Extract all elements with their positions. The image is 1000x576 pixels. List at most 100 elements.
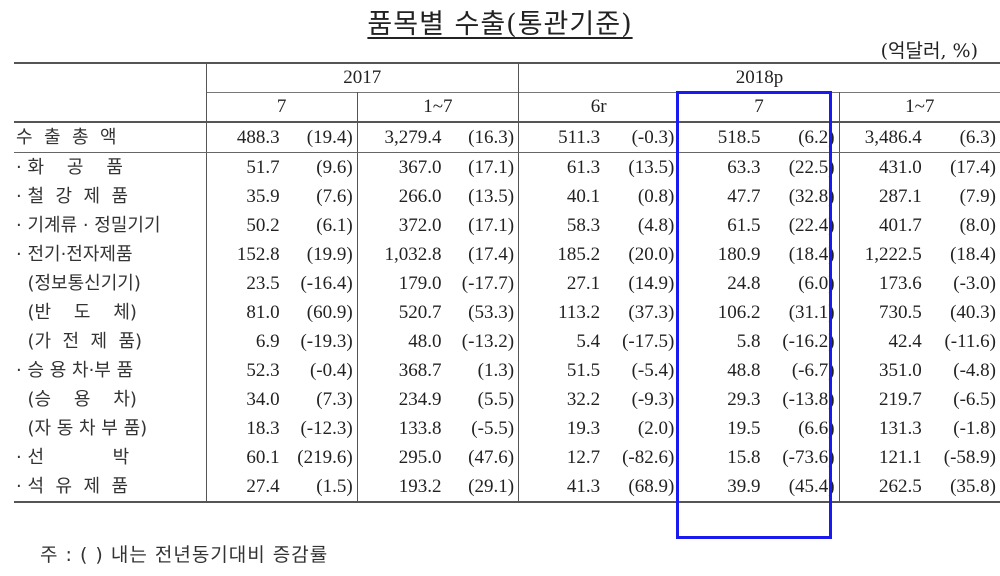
change-rate-cell: (-4.8) <box>953 360 996 381</box>
value-cell: 1,032.8 <box>384 244 442 265</box>
value-cell: 152.8 <box>236 244 280 265</box>
change-rate-cell: (19.4) <box>293 122 358 153</box>
change-rate-cell: (-73.6) <box>774 443 840 472</box>
value-cell: 50.2 <box>246 215 280 236</box>
header-period: 7 <box>678 92 840 122</box>
change-rate-cell: (47.6) <box>455 443 520 472</box>
table-row: (승 용 차) 34.0 (7.3) 234.9 (5.5) 32.2 (-9.3) 29.3… <box>14 385 1000 414</box>
row-label: · 기계류 · 정밀기기 <box>14 211 207 240</box>
change-rate-cell: (18.4) <box>774 240 840 269</box>
row-label: · 승 용 차·부 품 <box>14 356 207 385</box>
table-row: · 선 박 60.1 (219.6) 295.0 (47.6) 12.7 (-82.6) 15… <box>14 443 1000 472</box>
value-cell: 29.3 <box>727 389 761 410</box>
value-cell: 40.1 <box>566 186 601 207</box>
value-cell: 61.3 <box>566 157 601 178</box>
value-cell: 18.3 <box>246 418 280 439</box>
row-label: · 전기·전자제품 <box>14 240 207 269</box>
table-row: (가 전 제 품) 6.9 (-19.3) 48.0 (-13.2) 5.4 (-17.5)… <box>14 327 1000 356</box>
change-rate-cell: (-6.7) <box>774 356 840 385</box>
value-cell: 351.0 <box>879 360 922 381</box>
header-period: 6r <box>518 92 680 122</box>
change-rate-cell: (17.1) <box>455 211 520 240</box>
table-row: · 화 공 품 51.7 (9.6) 367.0 (17.1) 61.3 (13.5) 63.… <box>14 152 1000 182</box>
value-cell: 368.7 <box>398 360 442 381</box>
change-rate-cell: (5.5) <box>455 385 520 414</box>
change-rate-cell: (16.3) <box>455 122 520 153</box>
value-cell: 61.5 <box>727 215 761 236</box>
value-cell: 6.9 <box>255 331 280 352</box>
table-row: · 철 강 제 품 35.9 (7.6) 266.0 (13.5) 40.1 (0.8) 47… <box>14 182 1000 211</box>
value-cell: 121.1 <box>879 447 922 468</box>
value-cell: 51.7 <box>246 157 280 178</box>
row-label: · 선 박 <box>14 443 207 472</box>
value-cell: 39.9 <box>727 476 761 497</box>
change-rate-cell: (13.5) <box>614 152 680 182</box>
value-cell: 372.0 <box>398 215 442 236</box>
row-label: · 석 유 제 품 <box>14 472 207 502</box>
change-rate-cell: (6.0) <box>774 269 840 298</box>
value-cell: 23.5 <box>246 273 280 294</box>
value-cell: 106.2 <box>717 302 761 323</box>
table-row: (정보통신기기) 23.5 (-16.4) 179.0 (-17.7) 27.1 (14.9… <box>14 269 1000 298</box>
table-row: (반 도 체) 81.0 (60.9) 520.7 (53.3) 113.2 (37.3) 1… <box>14 298 1000 327</box>
change-rate-cell: (53.3) <box>455 298 520 327</box>
value-cell: 1,222.5 <box>864 244 922 265</box>
value-cell: 133.8 <box>398 418 442 439</box>
row-label: (승 용 차) <box>14 385 207 414</box>
change-rate-cell: (17.4) <box>455 240 520 269</box>
value-cell: 180.9 <box>717 244 761 265</box>
row-label: (정보통신기기) <box>14 269 207 298</box>
value-cell: 5.4 <box>576 331 601 352</box>
row-label: (가 전 제 품) <box>14 327 207 356</box>
change-rate-cell: (6.6) <box>774 414 840 443</box>
change-rate-cell: (14.9) <box>614 269 680 298</box>
value-cell: 234.9 <box>398 389 442 410</box>
change-rate-cell: (19.9) <box>293 240 358 269</box>
change-rate-cell: (-58.9) <box>943 447 996 468</box>
value-cell: 27.1 <box>566 273 601 294</box>
row-label: · 철 강 제 품 <box>14 182 207 211</box>
value-cell: 367.0 <box>398 157 442 178</box>
change-rate-cell: (0.8) <box>614 182 680 211</box>
change-rate-cell: (-3.0) <box>953 273 996 294</box>
value-cell: 3,486.4 <box>839 122 936 153</box>
change-rate-cell: (22.4) <box>774 211 840 240</box>
value-cell: 52.3 <box>246 360 280 381</box>
change-rate-cell: (-5.4) <box>614 356 680 385</box>
header-period: 1~7 <box>357 92 520 122</box>
table-row: · 기계류 · 정밀기기 50.2 (6.1) 372.0 (17.1) 58.3 (4.8… <box>14 211 1000 240</box>
change-rate-cell: (-6.5) <box>953 389 996 410</box>
change-rate-cell: (8.0) <box>959 215 996 236</box>
change-rate-cell: (22.5) <box>774 152 840 182</box>
value-cell: 401.7 <box>879 215 922 236</box>
value-cell: 32.2 <box>566 389 601 410</box>
change-rate-cell: (6.1) <box>293 211 358 240</box>
change-rate-cell: (-0.4) <box>293 356 358 385</box>
change-rate-cell: (-0.3) <box>614 122 680 153</box>
change-rate-cell: (37.3) <box>614 298 680 327</box>
value-cell: 35.9 <box>246 186 280 207</box>
export-table: 2017 2018p 7 1~7 6r 7 1~7 수 출 총 액 488.3 (1… <box>14 62 1000 503</box>
change-rate-cell: (7.6) <box>293 182 358 211</box>
value-cell: 3,279.4 <box>357 122 456 153</box>
change-rate-cell: (45.4) <box>774 472 840 502</box>
value-cell: 730.5 <box>879 302 922 323</box>
change-rate-cell: (-16.2) <box>774 327 840 356</box>
change-rate-cell: (9.6) <box>293 152 358 182</box>
row-label: · 화 공 품 <box>14 152 207 182</box>
value-cell: 431.0 <box>879 157 922 178</box>
change-rate-cell: (18.4) <box>950 244 996 265</box>
change-rate-cell: (35.8) <box>950 476 996 497</box>
value-cell: 58.3 <box>566 215 601 236</box>
change-rate-cell: (-17.5) <box>614 327 680 356</box>
change-rate-cell: (1.5) <box>293 472 358 502</box>
row-label: 수 출 총 액 <box>14 122 207 153</box>
change-rate-cell: (4.8) <box>614 211 680 240</box>
header-period: 7 <box>206 92 358 122</box>
value-cell: 262.5 <box>879 476 922 497</box>
total-row: 수 출 총 액 488.3 (19.4) 3,279.4 (16.3) 511.3 (-0.… <box>14 122 1000 153</box>
row-label: (반 도 체) <box>14 298 207 327</box>
header-row-years: 2017 2018p <box>14 63 1000 122</box>
change-rate-cell: (1.3) <box>455 356 520 385</box>
value-cell: 81.0 <box>246 302 280 323</box>
